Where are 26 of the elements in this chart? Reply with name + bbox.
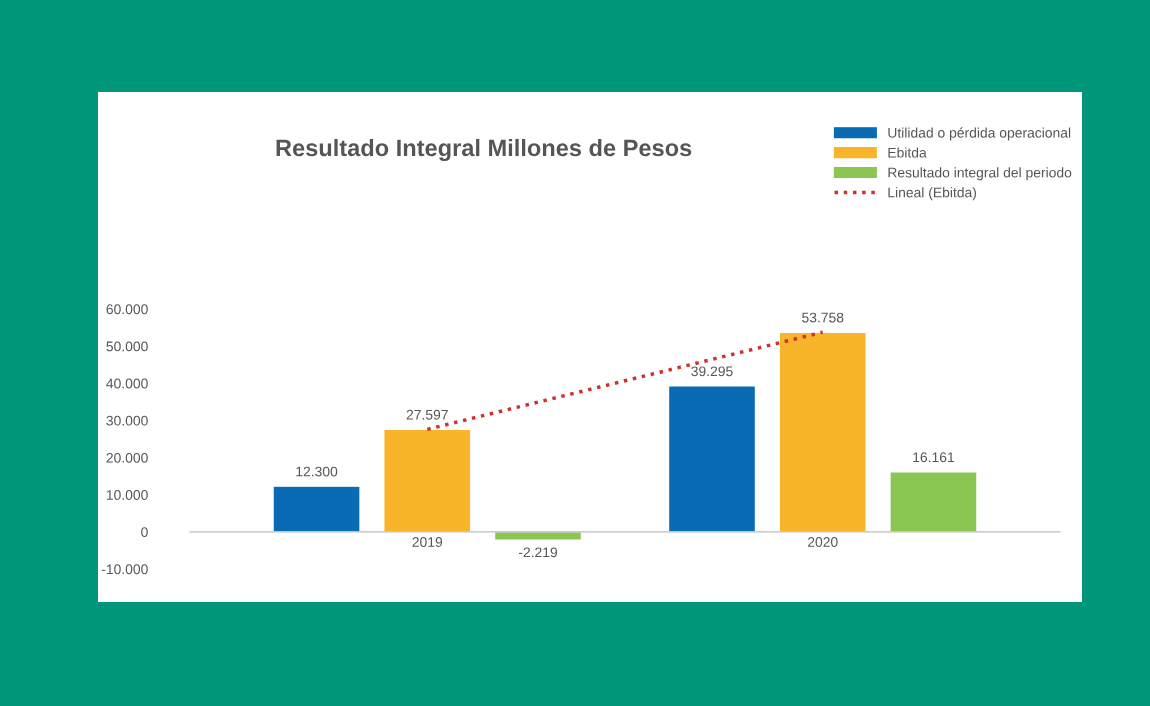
y-tick-label: 60.000 bbox=[106, 304, 148, 315]
chart-title: Resultado Integral Millones de Pesos bbox=[276, 138, 692, 162]
legend-label: Ebitda bbox=[888, 147, 927, 158]
legend-label: Lineal (Ebitda) bbox=[888, 187, 977, 201]
y-tick-label: 10.000 bbox=[106, 490, 148, 500]
bar bbox=[667, 385, 757, 533]
data-label: 16.161 bbox=[913, 452, 955, 463]
y-tick-label: 40.000 bbox=[106, 378, 148, 389]
data-label: 39.295 bbox=[691, 366, 733, 377]
data-label: 53.758 bbox=[802, 312, 844, 323]
y-tick-label: -10.000 bbox=[101, 564, 148, 575]
data-label: -2.219 bbox=[518, 547, 558, 558]
bar bbox=[778, 331, 867, 533]
bar bbox=[272, 485, 361, 533]
legend-label: Resultado integral del periodo bbox=[888, 167, 1072, 181]
data-label: 27.597 bbox=[406, 409, 448, 420]
y-tick-label: 0 bbox=[141, 527, 148, 538]
data-label: 12.300 bbox=[296, 466, 338, 477]
y-tick-label: 50.000 bbox=[106, 341, 148, 352]
bar bbox=[889, 471, 978, 533]
y-tick-label: 20.000 bbox=[106, 452, 148, 463]
legend-label: Utilidad o pérdida operacional bbox=[888, 127, 1071, 141]
x-tick-label: 2020 bbox=[807, 537, 838, 547]
bar bbox=[383, 428, 472, 533]
y-tick-label: 30.000 bbox=[106, 415, 148, 426]
x-tick-label: 2019 bbox=[412, 537, 443, 547]
